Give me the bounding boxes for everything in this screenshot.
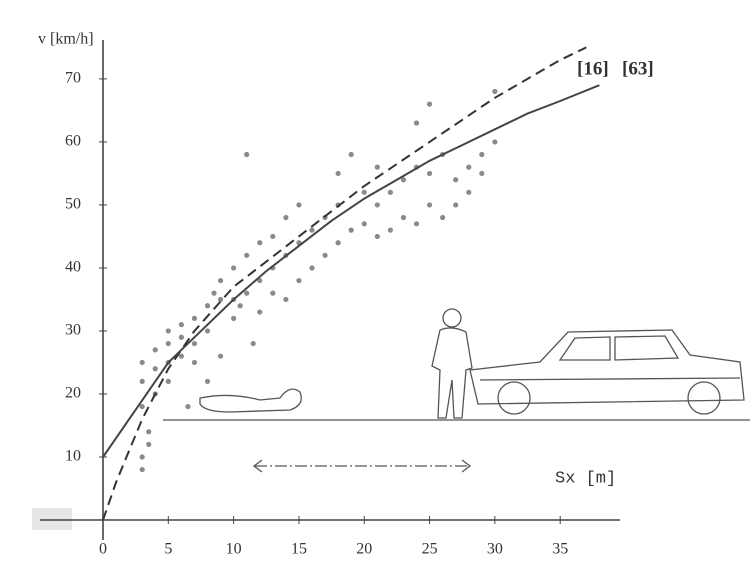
data-point [140,360,145,365]
data-point [283,297,288,302]
data-point [401,215,406,220]
data-point [205,328,210,333]
data-point [362,221,367,226]
data-point [309,228,314,233]
x-tick-label: 15 [291,541,307,558]
y-tick-label: 50 [65,196,81,213]
data-point [185,404,190,409]
data-point [349,152,354,157]
x-axis-label: Sx [m] [555,469,616,488]
scan-mark [32,508,72,530]
data-point [238,303,243,308]
data-point [153,366,158,371]
data-point [375,202,380,207]
x-tick-label: 0 [99,541,107,558]
legend-label: [63] [622,58,654,79]
data-point [179,322,184,327]
y-axis-label: v [km/h] [38,31,94,48]
x-tick-label: 30 [487,541,503,558]
data-point [270,234,275,239]
x-tick-label: 35 [552,541,568,558]
y-tick-label: 60 [65,133,81,150]
data-point [251,341,256,346]
x-tick-label: 10 [226,541,242,558]
y-tick-label: 20 [65,385,81,402]
data-point [192,316,197,321]
data-point [440,215,445,220]
data-point [492,139,497,144]
data-point [166,341,171,346]
data-point [453,202,458,207]
data-point [218,278,223,283]
data-point [414,120,419,125]
data-point [231,316,236,321]
data-point [362,190,367,195]
data-point [336,240,341,245]
chart: v [km/h] Sx [m] [16] [63] 0 5 10 15 20 25 30 35… [0,0,752,569]
data-point [322,253,327,258]
data-point [479,171,484,176]
data-point [257,240,262,245]
data-point [492,89,497,94]
background [0,0,752,569]
data-point [211,291,216,296]
data-point [146,429,151,434]
data-point [414,221,419,226]
data-point [388,190,393,195]
data-point [375,234,380,239]
data-point [231,265,236,270]
data-point [166,328,171,333]
data-point [205,379,210,384]
data-point [466,165,471,170]
data-point [179,335,184,340]
data-point [349,228,354,233]
data-point [388,228,393,233]
data-point [146,442,151,447]
data-point [270,291,275,296]
data-point [153,347,158,352]
data-point [140,404,145,409]
data-point [257,309,262,314]
data-point [218,354,223,359]
x-tick-label: 20 [356,541,372,558]
data-point [453,177,458,182]
data-point [296,278,301,283]
data-point [336,171,341,176]
y-tick-label: 30 [65,322,81,339]
data-point [427,202,432,207]
data-point [140,379,145,384]
data-point [218,297,223,302]
legend-label: [16] [577,58,609,79]
data-point [179,354,184,359]
x-tick-label: 25 [422,541,438,558]
data-point [283,215,288,220]
data-point [192,360,197,365]
data-point [466,190,471,195]
data-point [427,102,432,107]
y-tick-label: 70 [65,70,81,87]
data-point [140,467,145,472]
x-tick-label: 5 [164,541,172,558]
data-point [309,265,314,270]
y-tick-label: 10 [65,448,81,465]
data-point [244,152,249,157]
y-tick-label: 40 [65,259,81,276]
data-point [205,303,210,308]
data-point [479,152,484,157]
data-point [140,454,145,459]
data-point [244,291,249,296]
data-point [192,341,197,346]
data-point [166,379,171,384]
data-point [244,253,249,258]
data-point [375,165,380,170]
data-point [296,202,301,207]
data-point [427,171,432,176]
